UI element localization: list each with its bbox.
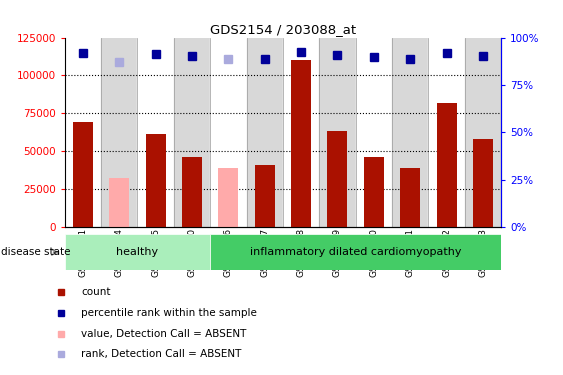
Bar xyxy=(210,234,501,270)
Bar xyxy=(174,38,210,227)
Text: rank, Detection Call = ABSENT: rank, Detection Call = ABSENT xyxy=(81,349,242,359)
Title: GDS2154 / 203088_at: GDS2154 / 203088_at xyxy=(210,23,356,36)
Text: inflammatory dilated cardiomyopathy: inflammatory dilated cardiomyopathy xyxy=(250,247,461,257)
Bar xyxy=(392,38,428,227)
Bar xyxy=(137,38,174,227)
Text: percentile rank within the sample: percentile rank within the sample xyxy=(81,308,257,318)
Bar xyxy=(473,139,493,227)
Bar xyxy=(254,165,275,227)
Bar xyxy=(109,178,129,227)
Bar xyxy=(65,234,210,270)
Text: count: count xyxy=(81,287,110,297)
Bar xyxy=(65,38,101,227)
Bar xyxy=(73,122,93,227)
Text: healthy: healthy xyxy=(117,247,159,257)
Text: value, Detection Call = ABSENT: value, Detection Call = ABSENT xyxy=(81,328,247,339)
Bar xyxy=(291,60,311,227)
Bar xyxy=(182,157,202,227)
Bar xyxy=(210,38,247,227)
Bar xyxy=(218,168,238,227)
Bar xyxy=(247,38,283,227)
Bar xyxy=(364,157,384,227)
Bar xyxy=(146,135,166,227)
Bar xyxy=(319,38,356,227)
Bar xyxy=(400,168,420,227)
Bar xyxy=(101,38,137,227)
Bar xyxy=(436,103,457,227)
Bar xyxy=(428,38,464,227)
Bar xyxy=(464,38,501,227)
Bar xyxy=(328,131,347,227)
Bar xyxy=(283,38,319,227)
Text: disease state: disease state xyxy=(1,247,70,257)
Bar xyxy=(356,38,392,227)
